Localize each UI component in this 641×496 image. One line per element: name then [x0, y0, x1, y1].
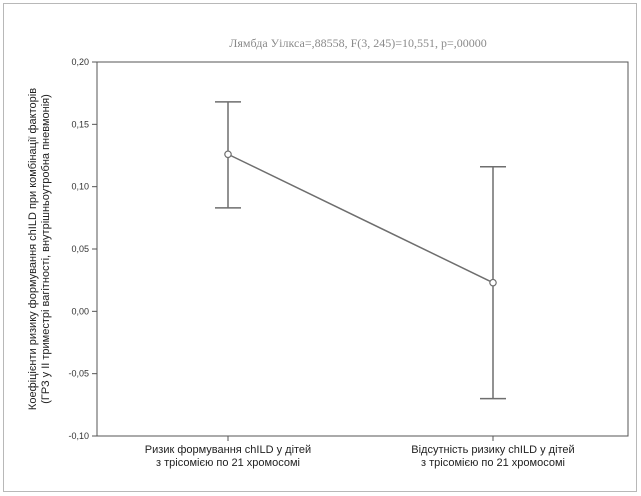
y-tick-label: 0,15 [71, 119, 89, 129]
y-axis-label-line-2: (ГРЗ у ІІ триместрі вагітності, внутрішн… [40, 94, 52, 404]
x-category-label: Відсутність ризику chILD у дітей [411, 444, 574, 456]
x-category-label: з трісомією по 21 хромосомі [156, 457, 300, 469]
series-line [227, 153, 494, 284]
x-category-label: Ризик формування chILD у дітей [145, 444, 311, 456]
chart-frame [3, 3, 637, 492]
data-point [489, 278, 497, 287]
y-tick-label: 0,10 [71, 182, 89, 192]
y-tick-label: 0,20 [71, 57, 89, 67]
chart-title: Лямбда Уілкса=,88558, F(3, 245)=10,551, … [229, 36, 487, 50]
y-axis-label-line-1: Коефіцієнти ризику формування chILD при … [27, 88, 39, 410]
y-tick-label: -0,05 [68, 369, 89, 379]
y-axis: -0,10 -0,05 0,00 0,05 0,10 0,15 0,20 [68, 57, 97, 441]
plot-area [96, 61, 629, 437]
y-tick-label: 0,05 [71, 244, 89, 254]
x-category-label: з трісомією по 21 хромосомі [421, 457, 565, 469]
y-tick-label: 0,00 [71, 306, 89, 316]
y-tick-label: -0,10 [68, 431, 89, 441]
data-point [224, 150, 232, 159]
series [215, 101, 506, 400]
y-axis-label: Коефіцієнти ризику формування chILD при … [27, 88, 52, 410]
